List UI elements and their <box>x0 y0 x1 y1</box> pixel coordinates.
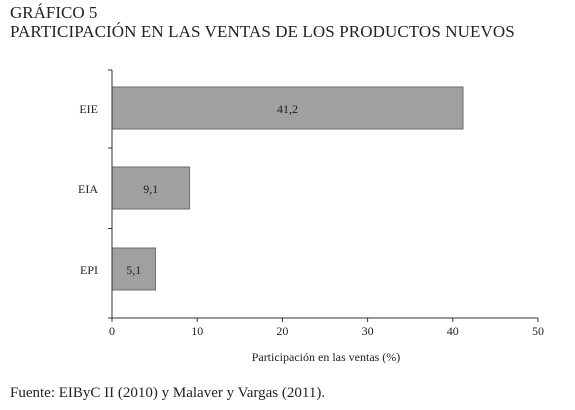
bar-eia <box>111 166 191 210</box>
x-tick-label: 40 <box>447 324 459 338</box>
data-label-eie: 41,2 <box>277 102 298 116</box>
category-label-eie: EIE <box>79 102 98 116</box>
x-tick-label: 50 <box>532 324 544 338</box>
source-note: Fuente: EIByC II (2010) y Malaver y Varg… <box>10 385 326 401</box>
x-axis-title: Participación en las ventas (%) <box>252 350 401 364</box>
x-tick-label: 20 <box>276 324 288 338</box>
data-label-eia: 9,1 <box>143 182 158 196</box>
bar-eie <box>111 86 464 130</box>
category-label-eia: EIA <box>78 182 98 196</box>
category-label-epi: EPI <box>80 263 98 277</box>
figure-label: GRÁFICO 5 <box>10 3 98 22</box>
x-tick-label: 30 <box>362 324 374 338</box>
axes-layer: 0 10 20 30 40 50 <box>108 69 544 338</box>
bar-chart: EIE 41,2 EIA 9,1 EPI 5,1 0 10 20 30 40 50 Particip… <box>78 69 544 364</box>
x-tick-label: 0 <box>109 324 115 338</box>
data-label-epi: 5,1 <box>126 263 141 277</box>
chart-title: PARTICIPACIÓN EN LAS VENTAS DE LOS PRODU… <box>10 22 515 41</box>
x-tick-label: 10 <box>191 324 203 338</box>
bar-epi <box>111 247 156 291</box>
bars-layer: EIE 41,2 EIA 9,1 EPI 5,1 <box>78 86 464 291</box>
